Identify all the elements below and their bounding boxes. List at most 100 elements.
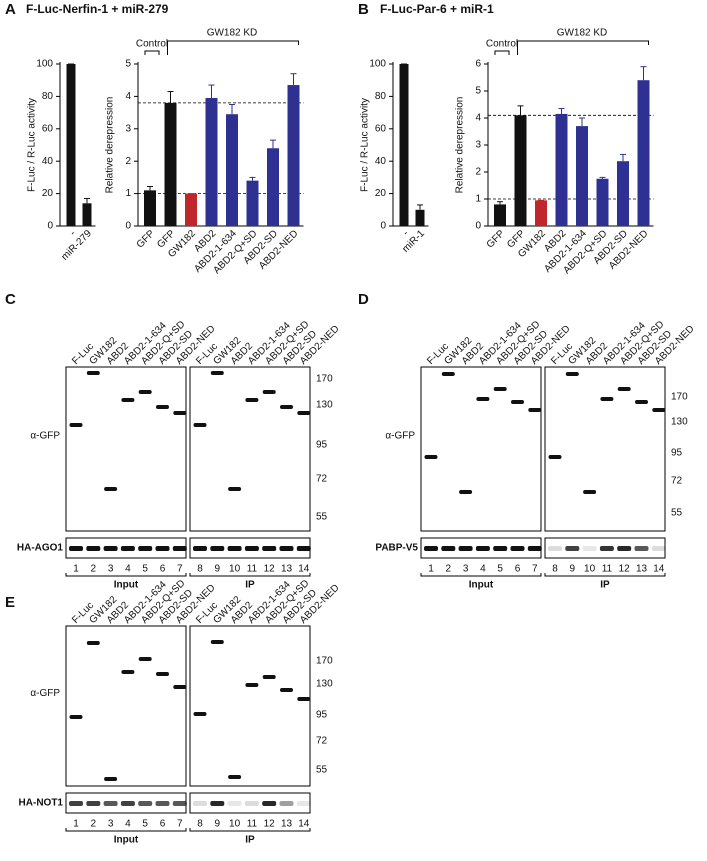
band: [104, 777, 118, 781]
marker-label: 130: [316, 679, 333, 690]
y-axis-label: F-Luc / R-Luc activity: [360, 98, 371, 192]
lane-number: 3: [108, 564, 114, 575]
lane-number: 1: [428, 564, 434, 575]
lane-number: 13: [281, 819, 293, 830]
bar: [164, 102, 177, 226]
band: [210, 546, 225, 551]
band: [634, 546, 649, 551]
group-bracket: [544, 573, 666, 577]
bar: [144, 190, 156, 226]
annotation: Control: [486, 39, 518, 50]
y-tick-label: 60: [42, 123, 54, 134]
lane-number: 10: [584, 564, 596, 575]
lane-number: 3: [108, 819, 114, 830]
band: [228, 487, 242, 491]
lane-number: 13: [636, 564, 648, 575]
band: [635, 400, 648, 404]
band: [297, 411, 311, 415]
band: [459, 490, 473, 494]
bar: [226, 114, 238, 226]
lane-number: 6: [515, 564, 521, 575]
band: [424, 455, 438, 459]
band: [210, 640, 224, 644]
marker-label: 55: [316, 765, 328, 776]
band: [262, 546, 277, 551]
band: [104, 487, 118, 491]
bar: [82, 203, 92, 226]
band: [227, 801, 242, 806]
band: [86, 371, 100, 375]
group-bracket: [65, 573, 187, 577]
band: [617, 387, 631, 391]
row-label: PABP-V5: [375, 543, 418, 554]
band: [262, 675, 276, 679]
lane-number: 5: [142, 564, 148, 575]
band: [173, 411, 187, 415]
group-label: Input: [469, 580, 494, 591]
band: [262, 801, 277, 806]
marker-label: 55: [671, 508, 683, 519]
lane-number: 5: [497, 564, 503, 575]
blot-panel: [65, 625, 187, 787]
band: [476, 397, 490, 401]
band: [548, 455, 562, 459]
bar: [287, 85, 300, 226]
group-label: Input: [114, 580, 139, 591]
band: [86, 641, 100, 645]
x-tick-label: GFP: [135, 228, 158, 251]
panel-label: E: [5, 594, 15, 611]
y-tick-label: 80: [42, 91, 54, 102]
band: [138, 390, 152, 394]
band: [582, 546, 597, 551]
lane-number: 7: [532, 564, 538, 575]
bar: [514, 115, 527, 226]
row-label: α-GFP: [385, 431, 415, 442]
row-label: α-GFP: [30, 431, 60, 442]
marker-label: 72: [316, 474, 328, 485]
band: [565, 546, 580, 551]
band: [138, 657, 152, 661]
blot-panel: [189, 366, 311, 532]
band: [297, 697, 311, 701]
band: [193, 423, 207, 427]
lane-number: 12: [264, 819, 276, 830]
y-tick-label: 5: [125, 59, 131, 70]
row-label: HA-NOT1: [19, 798, 64, 809]
marker-label: 95: [671, 448, 683, 459]
band: [86, 801, 101, 806]
band: [510, 546, 525, 551]
y-axis-label: Relative derepression: [455, 97, 466, 194]
lane-number: 9: [570, 564, 576, 575]
y-tick-label: 20: [42, 188, 54, 199]
band: [103, 801, 118, 806]
bar: [246, 180, 259, 226]
y-tick-label: 1: [475, 194, 481, 205]
lane-number: 12: [619, 564, 631, 575]
y-tick-label: 2: [125, 156, 131, 167]
bracket: [144, 50, 160, 55]
lane-number: 3: [463, 564, 469, 575]
lane-number: 1: [73, 564, 79, 575]
group-bracket: [65, 828, 187, 832]
marker-label: 170: [316, 656, 333, 667]
lane-number: 11: [602, 564, 613, 575]
marker-label: 170: [671, 392, 688, 403]
lane-number: 6: [160, 564, 166, 575]
band: [599, 546, 614, 551]
y-tick-label: 1: [125, 188, 131, 199]
band: [210, 371, 224, 375]
bar: [494, 204, 506, 226]
group-bracket: [189, 828, 311, 832]
band: [245, 398, 259, 402]
lane-number: 6: [160, 819, 166, 830]
band: [69, 801, 83, 806]
bar: [205, 98, 218, 226]
lane-number: 4: [125, 564, 131, 575]
band: [69, 546, 83, 551]
y-tick-label: 4: [125, 91, 131, 102]
band: [262, 390, 276, 394]
band: [193, 801, 207, 806]
y-tick-label: 2: [475, 167, 481, 178]
blot-panel: [189, 625, 311, 787]
y-tick-label: 100: [36, 59, 53, 70]
